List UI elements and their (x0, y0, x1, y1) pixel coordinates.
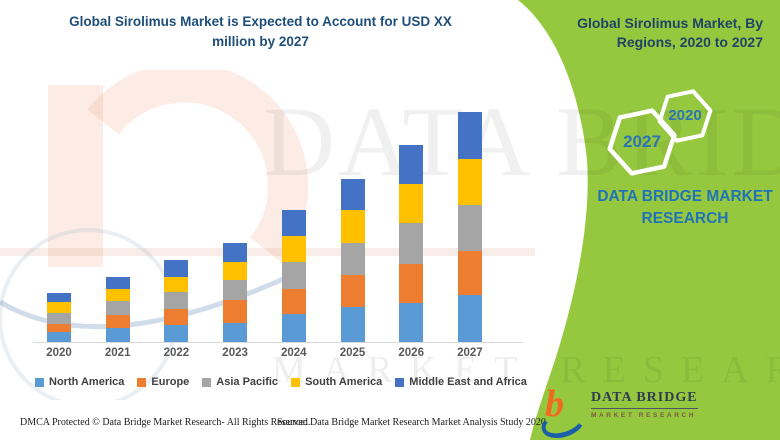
dbmr-b-swoosh-icon: b (537, 383, 589, 440)
panel-title-line1: Global Sirolimus Market, By (577, 15, 763, 31)
bar-2020-south-america (47, 302, 71, 313)
bar-2026-europe (399, 263, 424, 303)
bar-2021-middle-east-and-africa (105, 277, 130, 289)
legend-label-south-america: South America (305, 376, 383, 388)
brand-caption-line1: DATA BRIDGE MARKET (597, 188, 773, 205)
x-axis-label-2024: 2024 (281, 347, 307, 359)
bar-2020-asia-pacific (47, 313, 71, 324)
bar-2021-south-america (105, 288, 130, 301)
legend-swatch-europe (137, 377, 147, 387)
x-axis-label-2026: 2026 (398, 347, 424, 359)
legend-label-asia-pacific: Asia Pacific (216, 376, 279, 388)
legend-label-europe: Europe (151, 376, 190, 388)
bar-2020-north-america (47, 332, 71, 342)
x-axis-label-2023: 2023 (222, 347, 248, 359)
bar-2022-north-america (164, 324, 189, 342)
legend-item-europe: Europe (137, 376, 189, 388)
green-panel-shape (518, 0, 780, 440)
x-axis-label-2022: 2022 (163, 347, 190, 359)
bar-2023-north-america (223, 323, 248, 342)
panel-title: Global Sirolimus Market, By Regions, 202… (553, 14, 763, 52)
bar-2021-asia-pacific (105, 301, 130, 315)
bar-2024-europe (281, 288, 306, 315)
dbmr-logo-name: DATA BRIDGE (591, 390, 698, 409)
dbmr-logo: b DATA BRIDGE MARKET RESEARCH (537, 383, 698, 440)
legend-swatch-north-america (35, 377, 44, 387)
bar-2022-asia-pacific (164, 292, 189, 309)
bar-2023-europe (223, 300, 248, 323)
bar-2020-europe (47, 323, 71, 332)
bar-2020-middle-east-and-africa (47, 293, 71, 302)
x-axis-line (33, 342, 523, 343)
year-hexagons-icon (607, 89, 713, 176)
x-axis-label-2025: 2025 (339, 347, 366, 359)
x-axis-label-2021: 2021 (104, 347, 131, 359)
legend-label-north-america: North America (49, 376, 125, 388)
bar-2025-north-america (340, 307, 365, 342)
bar-2027-middle-east-and-africa (457, 112, 482, 159)
brand-caption: DATA BRIDGE MARKET RESEARCH (585, 186, 780, 229)
bar-2022-south-america (164, 277, 189, 292)
legend-item-south-america: South America (291, 376, 382, 388)
legend-item-middle-east-and-africa: Middle East and Africa (395, 376, 527, 388)
bar-2024-middle-east-and-africa (281, 210, 306, 237)
watermark-band (0, 248, 535, 256)
source-note: Source: Data Bridge Market Research Mark… (277, 417, 546, 428)
x-axis-label-2020: 2020 (46, 347, 72, 359)
bar-2025-asia-pacific (340, 243, 365, 276)
chart-title-line1: Global Sirolimus Market is Expected to A… (69, 14, 452, 29)
bar-2024-north-america (281, 314, 306, 342)
legend-item-asia-pacific: Asia Pacific (202, 376, 278, 388)
bar-2027-europe (457, 251, 482, 296)
bar-2027-north-america (457, 295, 482, 342)
bar-2027-south-america (457, 158, 482, 206)
bar-2023-asia-pacific (223, 280, 248, 301)
dbmr-logo-subtitle: MARKET RESEARCH (591, 412, 697, 419)
bar-2024-asia-pacific (281, 261, 306, 289)
dbmr-logo-text: DATA BRIDGE MARKET RESEARCH (591, 390, 698, 432)
legend-swatch-south-america (291, 377, 301, 387)
bar-2021-north-america (105, 327, 130, 342)
chart-title-line2: million by 2027 (212, 33, 309, 49)
legend-item-north-america: North America (35, 376, 124, 388)
legend-label-middle-east-and-africa: Middle East and Africa (409, 376, 527, 388)
bar-2023-south-america (223, 262, 248, 281)
bar-2026-north-america (399, 303, 424, 342)
chart-legend: North America Europe Asia Pacific South Ame… (35, 376, 527, 388)
dmca-notice: DMCA Protected © Data Bridge Market Rese… (20, 417, 311, 428)
legend-swatch-middle-east-and-africa (395, 377, 405, 387)
chart-title: Global Sirolimus Market is Expected to A… (28, 12, 493, 51)
bar-2026-middle-east-and-africa (399, 145, 424, 184)
bar-2024-south-america (281, 236, 306, 262)
bar-2025-middle-east-and-africa (340, 178, 365, 211)
brand-caption-line2: RESEARCH (641, 209, 729, 227)
bar-2022-europe (164, 308, 189, 325)
bar-2025-europe (340, 275, 365, 307)
bar-2022-middle-east-and-africa (164, 260, 189, 277)
bar-2026-south-america (399, 183, 424, 223)
bar-2026-asia-pacific (399, 223, 424, 264)
bar-2021-europe (105, 314, 130, 328)
bar-2027-asia-pacific (457, 205, 482, 251)
x-axis-label-2027: 2027 (457, 347, 483, 359)
bar-2023-middle-east-and-africa (223, 243, 248, 262)
hexagon-2020-icon (657, 89, 713, 143)
legend-swatch-asia-pacific (202, 377, 212, 387)
hexagon-year-2027: 2027 (623, 132, 661, 151)
hexagon-year-2020: 2020 (668, 107, 702, 124)
panel-title-line2: Regions, 2020 to 2027 (616, 33, 763, 50)
bar-2025-south-america (340, 210, 365, 243)
